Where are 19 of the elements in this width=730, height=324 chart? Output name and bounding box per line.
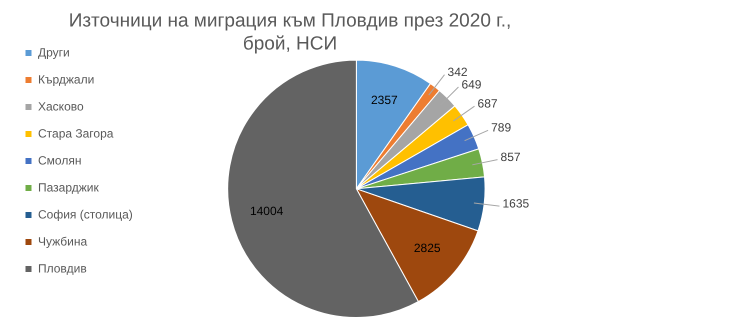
data-label: 649 xyxy=(461,77,482,92)
data-label: 14004 xyxy=(250,204,284,218)
legend-label: Кърджали xyxy=(38,72,94,86)
data-label: 342 xyxy=(448,65,468,80)
chart-title: Източници на миграция към Пловдив през 2020 г., брой, НСИ xyxy=(68,10,512,54)
legend-label: Чужбина xyxy=(38,234,88,248)
legend-label: Пловдив xyxy=(38,261,87,276)
legend-label: София (столица) xyxy=(38,207,133,222)
legend-label: Пазарджик xyxy=(38,180,100,194)
data-label: 857 xyxy=(500,150,521,164)
legend-label: Смолян xyxy=(38,153,82,168)
legend-label: Други xyxy=(38,45,70,60)
data-label: 2825 xyxy=(414,240,441,255)
data-label: 687 xyxy=(478,96,498,111)
legend-label: Хасково xyxy=(38,99,84,114)
data-label: 789 xyxy=(491,120,512,135)
data-label: 2357 xyxy=(371,92,398,107)
data-label: 1635 xyxy=(502,196,530,210)
legend-label: Стара Загора xyxy=(38,126,114,140)
